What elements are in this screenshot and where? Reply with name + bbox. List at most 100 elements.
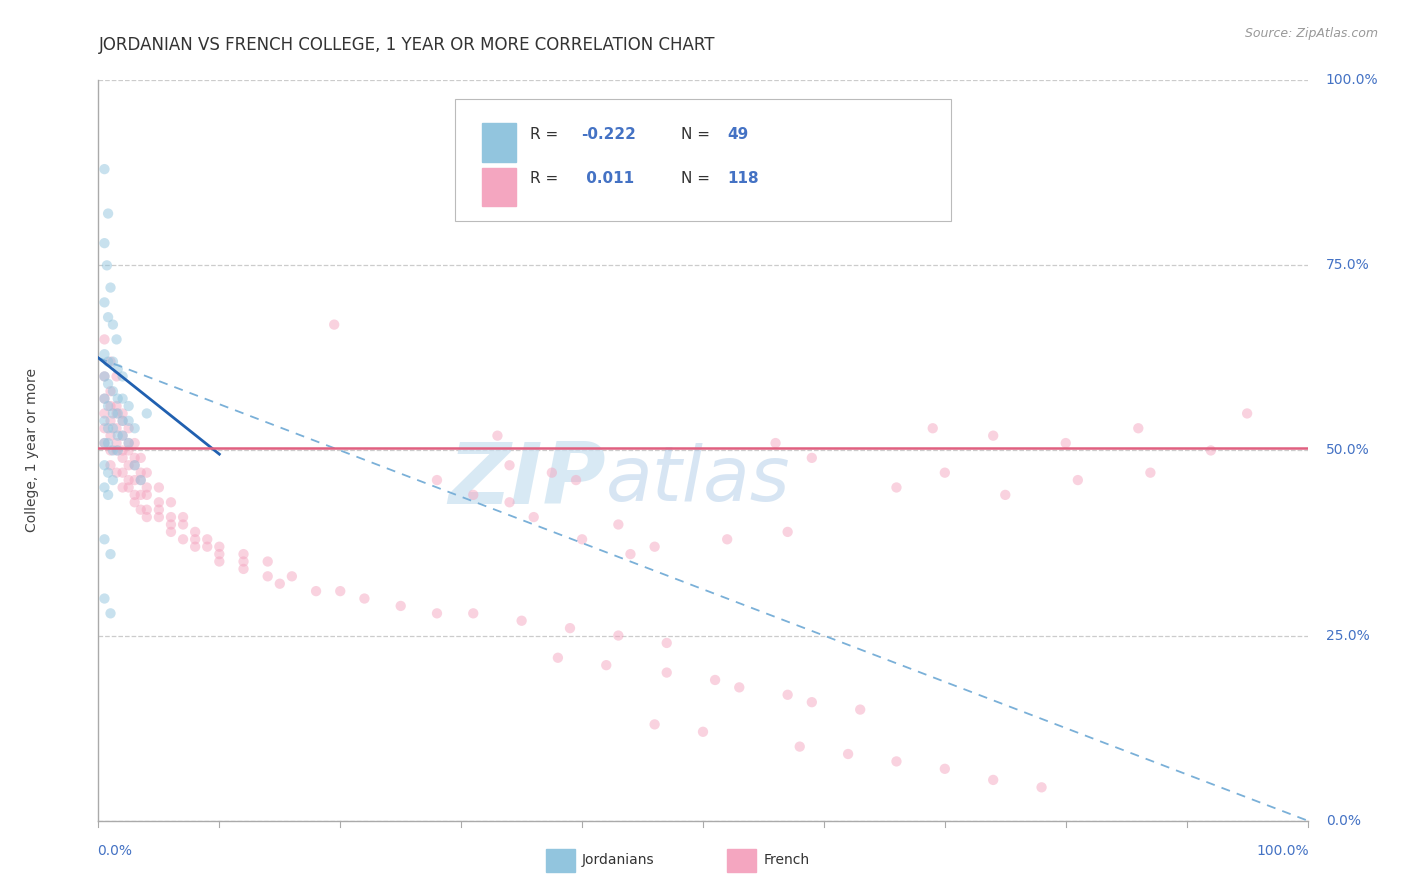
Point bbox=[93, 236, 115, 251]
Point bbox=[97, 436, 120, 450]
Text: 50.0%: 50.0% bbox=[1326, 443, 1369, 458]
Point bbox=[129, 502, 152, 516]
Point bbox=[160, 524, 183, 539]
Point bbox=[1139, 466, 1161, 480]
Point bbox=[135, 488, 157, 502]
Point bbox=[184, 524, 207, 539]
Point bbox=[97, 488, 120, 502]
Point bbox=[97, 399, 120, 413]
Point bbox=[172, 533, 194, 547]
FancyBboxPatch shape bbox=[456, 99, 950, 221]
Text: French: French bbox=[763, 853, 810, 867]
Point bbox=[540, 466, 562, 480]
Point bbox=[208, 540, 231, 554]
Point bbox=[118, 399, 141, 413]
Text: Jordanians: Jordanians bbox=[582, 853, 655, 867]
Point bbox=[107, 428, 129, 442]
Point bbox=[129, 473, 152, 487]
Point bbox=[981, 772, 1004, 787]
Point bbox=[124, 473, 146, 487]
Point bbox=[100, 414, 122, 428]
Point bbox=[97, 354, 120, 368]
Point bbox=[97, 376, 120, 391]
Point bbox=[105, 369, 128, 384]
Point bbox=[765, 436, 787, 450]
Point bbox=[111, 428, 134, 442]
Text: 75.0%: 75.0% bbox=[1326, 259, 1369, 272]
Point bbox=[776, 524, 799, 539]
Text: 0.0%: 0.0% bbox=[97, 845, 132, 858]
Point bbox=[107, 362, 129, 376]
Text: 0.0%: 0.0% bbox=[1326, 814, 1361, 828]
Point bbox=[232, 555, 254, 569]
Point bbox=[118, 480, 141, 494]
Bar bbox=[546, 849, 575, 872]
Point bbox=[463, 488, 485, 502]
Point bbox=[619, 547, 641, 561]
Point bbox=[776, 688, 799, 702]
Point bbox=[135, 466, 157, 480]
Text: N =: N = bbox=[682, 127, 716, 142]
Point bbox=[510, 614, 533, 628]
Point bbox=[426, 607, 449, 621]
Point bbox=[498, 458, 520, 473]
Point bbox=[498, 495, 520, 509]
Point bbox=[305, 584, 328, 599]
Point bbox=[172, 510, 194, 524]
Point bbox=[105, 466, 128, 480]
Point bbox=[100, 458, 122, 473]
Point bbox=[148, 502, 170, 516]
Point bbox=[129, 488, 152, 502]
Point bbox=[426, 473, 449, 487]
Point bbox=[994, 488, 1017, 502]
Text: R =: R = bbox=[530, 127, 564, 142]
Point bbox=[101, 473, 124, 487]
Bar bbox=[727, 849, 756, 872]
Point bbox=[111, 480, 134, 494]
Point bbox=[232, 547, 254, 561]
Point bbox=[565, 473, 588, 487]
Text: ZIP: ZIP bbox=[449, 439, 606, 522]
Point bbox=[129, 466, 152, 480]
Point bbox=[100, 280, 122, 294]
Point bbox=[523, 510, 546, 524]
Point bbox=[124, 458, 146, 473]
Point bbox=[93, 332, 115, 346]
Point bbox=[93, 591, 115, 606]
Text: 0.011: 0.011 bbox=[581, 171, 634, 186]
Point bbox=[644, 540, 666, 554]
Point bbox=[118, 458, 141, 473]
Point bbox=[101, 384, 124, 399]
Point bbox=[105, 443, 128, 458]
Point bbox=[148, 495, 170, 509]
Point bbox=[100, 547, 122, 561]
Point bbox=[105, 421, 128, 435]
Point bbox=[160, 510, 183, 524]
Point bbox=[547, 650, 569, 665]
Point bbox=[97, 466, 120, 480]
Point bbox=[111, 466, 134, 480]
Point bbox=[111, 369, 134, 384]
Point bbox=[101, 443, 124, 458]
Point bbox=[129, 473, 152, 487]
Point bbox=[789, 739, 811, 754]
Text: JORDANIAN VS FRENCH COLLEGE, 1 YEAR OR MORE CORRELATION CHART: JORDANIAN VS FRENCH COLLEGE, 1 YEAR OR M… bbox=[98, 36, 714, 54]
Point bbox=[1067, 473, 1090, 487]
Text: Source: ZipAtlas.com: Source: ZipAtlas.com bbox=[1244, 27, 1378, 40]
Point bbox=[93, 480, 115, 494]
Point bbox=[728, 681, 751, 695]
Text: 100.0%: 100.0% bbox=[1256, 845, 1309, 858]
Point bbox=[100, 384, 122, 399]
Point bbox=[100, 399, 122, 413]
Point bbox=[981, 428, 1004, 442]
Point bbox=[93, 347, 115, 361]
Point bbox=[256, 569, 278, 583]
Text: 100.0%: 100.0% bbox=[1326, 73, 1378, 87]
Point bbox=[148, 510, 170, 524]
Point bbox=[208, 547, 231, 561]
Point bbox=[124, 436, 146, 450]
Point bbox=[716, 533, 738, 547]
Point bbox=[704, 673, 727, 687]
Text: 25.0%: 25.0% bbox=[1326, 629, 1369, 642]
Point bbox=[118, 436, 141, 450]
